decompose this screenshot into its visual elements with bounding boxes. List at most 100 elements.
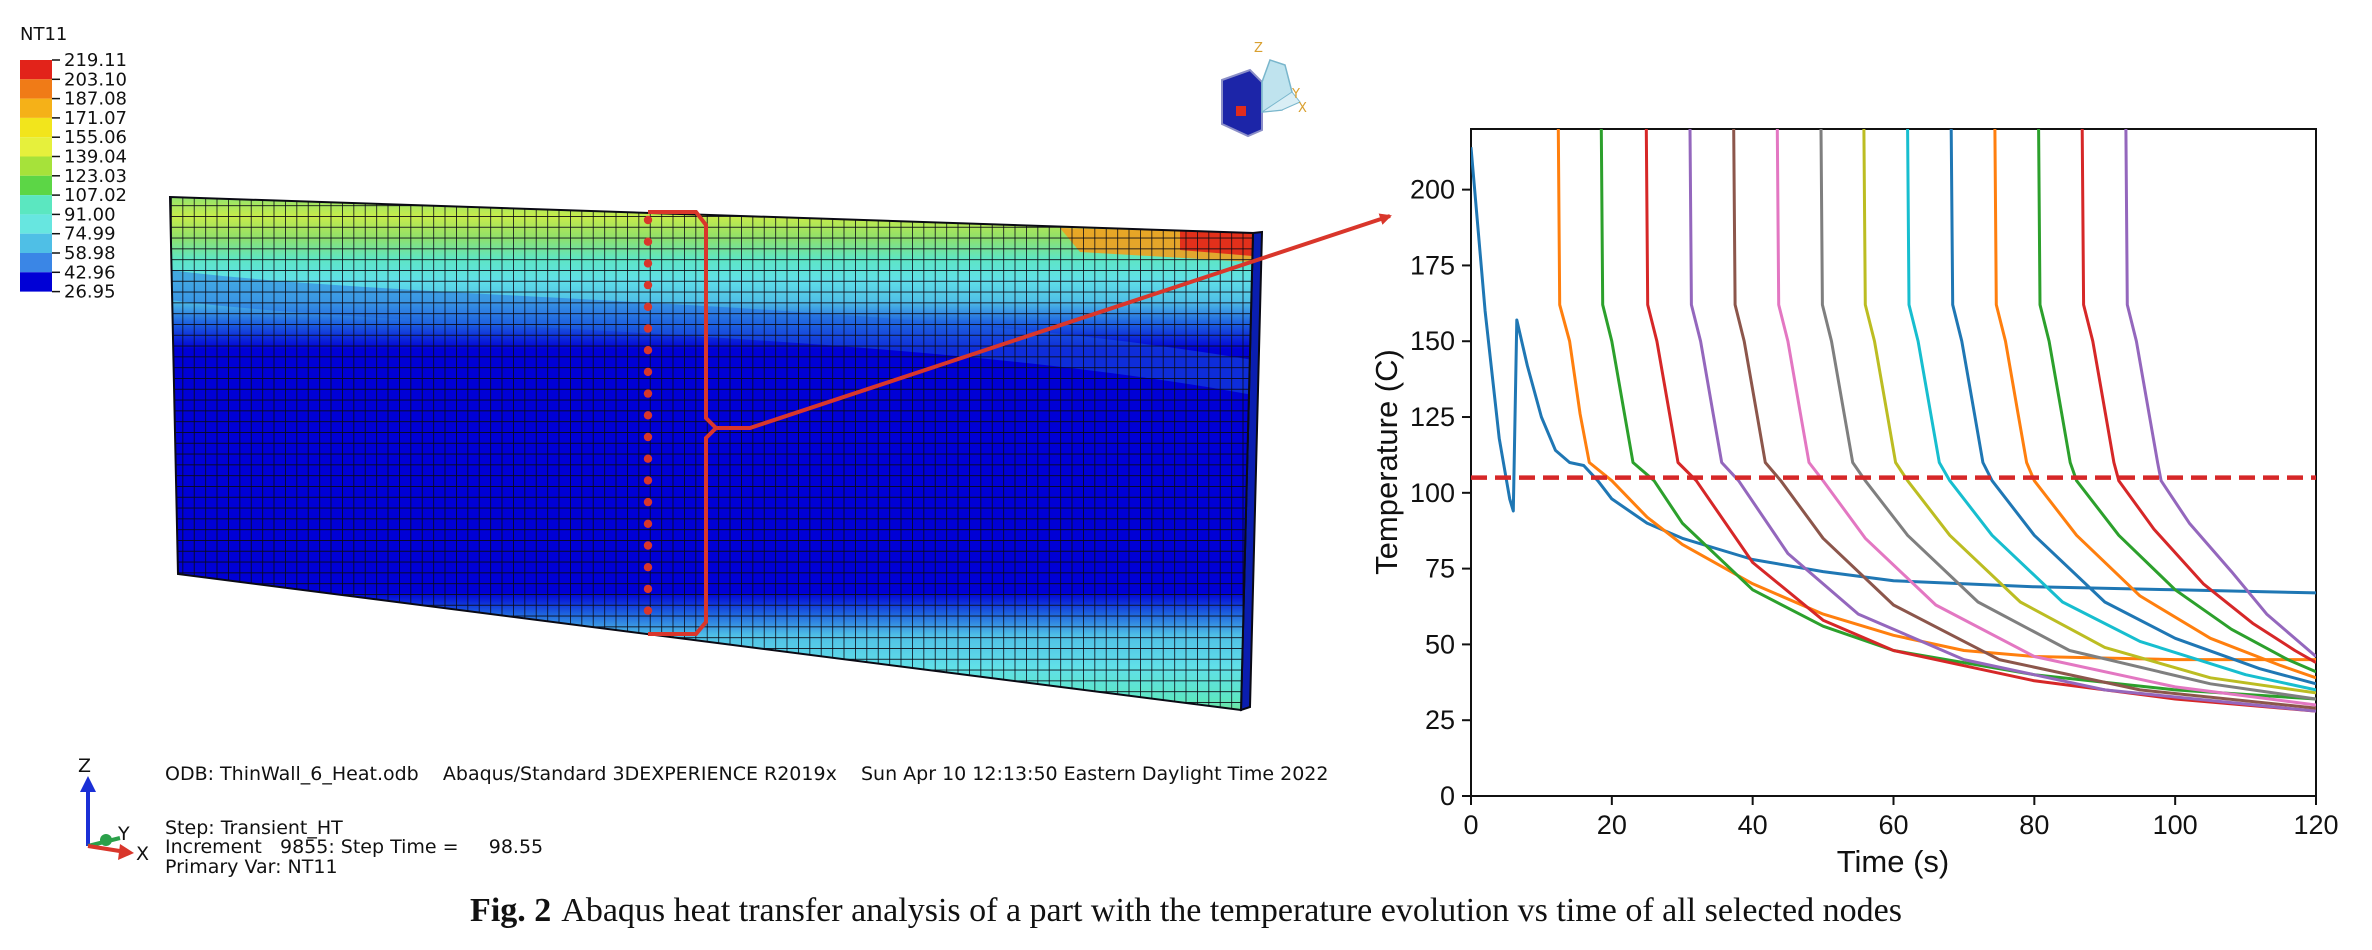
x-tick-label: 40 <box>1738 810 1768 840</box>
legend-value: 187.08 <box>64 89 127 110</box>
series-line-2 <box>1556 129 2316 662</box>
legend-swatch <box>20 156 52 176</box>
selected-node-dot <box>643 346 653 355</box>
step-info-line: Step: Transient_HT <box>165 817 343 839</box>
caption-label: Fig. 2 <box>470 892 552 929</box>
x-tick-label: 0 <box>1463 810 1478 840</box>
legend-value: 219.11 <box>64 50 127 71</box>
series-line-10 <box>1906 129 2316 692</box>
selected-node-dot <box>643 259 653 268</box>
y-axis-ticks: 0 25 50 75 100 125 150 175 200 <box>1410 175 1471 811</box>
selected-node-dot <box>643 432 653 442</box>
legend-value: 139.04 <box>64 147 127 168</box>
legend-swatch <box>20 233 52 253</box>
plot-area <box>1470 128 2317 797</box>
y-tick-label: 150 <box>1410 326 1455 356</box>
series-line-5 <box>1688 129 2316 713</box>
view-z-label: Z <box>1254 41 1263 56</box>
series-line-9 <box>1862 129 2316 695</box>
selected-node-dot <box>643 519 653 528</box>
caption-text: Abaqus heat transfer analysis of a part … <box>561 892 1902 929</box>
selected-node-dot <box>643 584 653 594</box>
legend-swatch <box>20 214 52 234</box>
selected-node-dot <box>643 606 653 615</box>
primary-var-line: Primary Var: NT11 <box>165 856 338 878</box>
y-tick-label: 175 <box>1410 250 1455 280</box>
legend-value: 26.95 <box>64 282 116 303</box>
y-tick-label: 200 <box>1410 175 1455 205</box>
legend-swatches <box>20 60 52 292</box>
view-orientation-icon: Z Y X <box>1221 41 1307 138</box>
odb-info-line: ODB: ThinWall_6_Heat.odb Abaqus/Standard… <box>165 763 1328 785</box>
series-layer <box>1471 129 2316 713</box>
selected-node-dot <box>643 389 653 398</box>
series-line-7 <box>1775 129 2316 707</box>
selected-node-dot <box>643 237 653 246</box>
selected-node-dot <box>643 476 653 485</box>
y-tick-label: 50 <box>1425 629 1455 659</box>
x-tick-label: 120 <box>2293 810 2338 840</box>
series-line-6 <box>1732 129 2316 710</box>
y-tick-label: 25 <box>1425 705 1455 735</box>
y-tick-label: 125 <box>1410 402 1455 432</box>
selected-node-dot <box>643 302 653 311</box>
legend-swatch <box>20 98 52 118</box>
legend-value: 123.03 <box>64 166 127 187</box>
legend-title: NT11 <box>20 24 67 45</box>
temperature-chart: 0 20 40 60 80 100 120 0 25 50 75 100 125 150 175 200 T… <box>1369 128 2339 879</box>
series-line-8 <box>1819 129 2316 701</box>
selected-node-dot <box>643 324 653 333</box>
series-line-11 <box>1949 129 2316 686</box>
increment-info-line: Increment 9855: Step Time = 98.55 <box>165 836 543 858</box>
legend-swatch <box>20 175 52 196</box>
legend-swatch <box>20 117 52 138</box>
legend-swatch <box>20 272 52 292</box>
series-line-4 <box>1644 129 2316 713</box>
meshed-part <box>168 195 1392 712</box>
x-tick-label: 60 <box>1878 810 1908 840</box>
triad-x-label: X <box>136 843 149 865</box>
viewport-info: ODB: ThinWall_6_Heat.odb Abaqus/Standard… <box>165 763 1328 878</box>
legend-value: 58.98 <box>64 243 116 264</box>
selected-node-dot <box>643 563 653 572</box>
view-y-label: Y <box>1291 87 1300 102</box>
contour-legend: NT11 219.11203.10187.08171.07155.06139.0… <box>20 24 127 303</box>
series-line-14 <box>2080 129 2316 664</box>
selected-nodes <box>643 215 653 615</box>
legend-swatch <box>20 253 52 273</box>
callout-arrow <box>716 213 1392 430</box>
legend-swatch <box>20 79 52 99</box>
y-tick-label: 100 <box>1410 478 1455 508</box>
legend-value: 42.96 <box>64 262 116 283</box>
legend-swatch <box>20 60 52 80</box>
triad-y-label: Y <box>117 823 130 845</box>
legend-labels: 219.11203.10187.08171.07155.06139.04123.… <box>52 50 127 303</box>
legend-value: 203.10 <box>64 69 127 90</box>
selected-node-dot <box>643 215 653 225</box>
series-line-12 <box>1993 129 2316 680</box>
y-tick-label: 75 <box>1425 554 1455 584</box>
legend-swatch <box>20 137 52 157</box>
figure-caption: Fig. 2 Abaqus heat transfer analysis of a… <box>0 892 2372 930</box>
selected-node-dot <box>643 497 653 507</box>
x-axis-ticks: 0 20 40 60 80 100 120 <box>1463 796 2339 840</box>
legend-swatch <box>20 195 52 215</box>
legend-value: 171.07 <box>64 108 127 129</box>
selected-node-dot <box>643 367 653 377</box>
legend-value: 107.02 <box>64 185 127 206</box>
selected-node-dot <box>643 541 653 550</box>
legend-value: 74.99 <box>64 224 116 245</box>
coordinate-triad: Z Y X <box>78 755 149 865</box>
selected-node-dot <box>643 280 653 290</box>
x-tick-label: 20 <box>1597 810 1627 840</box>
plate-outline <box>168 195 1255 712</box>
selected-node-dot <box>643 454 653 463</box>
view-x-label: X <box>1298 101 1307 116</box>
selected-node-dot <box>643 411 653 420</box>
triad-z-label: Z <box>78 755 91 777</box>
x-tick-label: 100 <box>2153 810 2198 840</box>
y-axis-title: Temperature (C) <box>1369 349 1404 575</box>
legend-value: 155.06 <box>64 127 127 148</box>
x-tick-label: 80 <box>2019 810 2049 840</box>
